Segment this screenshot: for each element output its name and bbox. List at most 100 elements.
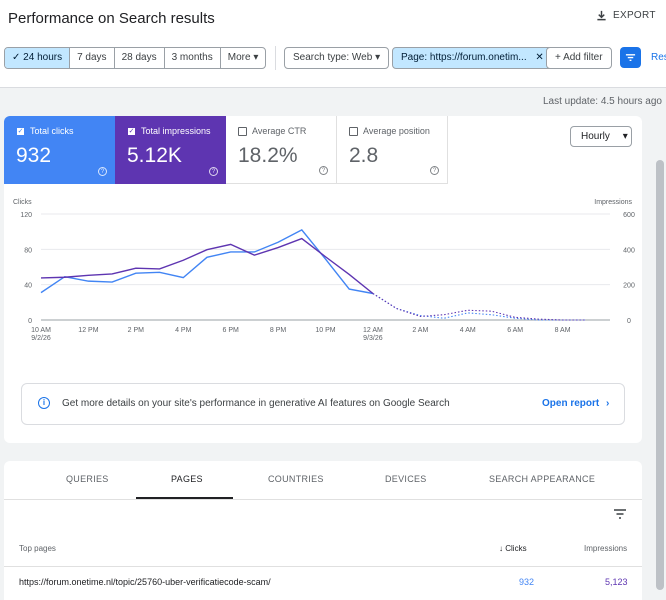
y-left-tick-label: 0 xyxy=(28,318,32,325)
help-icon[interactable]: ? xyxy=(319,166,328,175)
row-clicks: 932 xyxy=(519,577,535,587)
sort-down-icon: ↓ xyxy=(499,544,506,553)
x-tick-label: 8 AM xyxy=(555,327,571,334)
header: Performance on Search results EXPORT xyxy=(0,0,666,36)
performance-card: ✓ Total clicks 932 ? ✓ Total impressions 5… xyxy=(4,116,642,443)
info-icon: i xyxy=(38,397,50,409)
date-range-24h[interactable]: ✓ 24 hours xyxy=(5,48,71,68)
x-tick-label: 12 AM xyxy=(363,327,383,334)
metric-value: 18.2% xyxy=(238,144,298,167)
tab-countries[interactable]: COUNTRIES xyxy=(268,474,324,484)
x-tick-label: 12 PM xyxy=(78,327,98,334)
granularity-select[interactable]: Hourly ▾ xyxy=(570,126,632,147)
search-type-filter[interactable]: Search type: Web ▾ xyxy=(284,47,390,69)
date-range-28d[interactable]: 28 days xyxy=(115,48,165,68)
help-icon[interactable]: ? xyxy=(98,167,107,176)
reset-filters-link[interactable]: Res xyxy=(651,52,666,63)
checkbox-unchecked[interactable] xyxy=(238,126,247,136)
active-tab-indicator xyxy=(136,497,233,499)
row-page-url[interactable]: https://forum.onetime.nl/topic/25760-ube… xyxy=(19,577,271,587)
metric-total-clicks[interactable]: ✓ Total clicks 932 ? xyxy=(4,116,115,184)
dropdown-arrow-icon: ▾ xyxy=(253,52,259,63)
x-tick-date-label: 9/2/26 xyxy=(31,335,51,342)
filter-icon xyxy=(625,54,636,61)
scrollbar[interactable] xyxy=(656,160,664,590)
y-right-tick-label: 400 xyxy=(623,247,635,254)
metric-average-position[interactable]: Average position 2.8 ? xyxy=(337,116,448,184)
open-report-link[interactable]: Open report › xyxy=(542,398,610,409)
divider xyxy=(275,46,276,70)
filter-bar: ✓ 24 hours 7 days 28 days 3 months More … xyxy=(0,36,666,88)
page-title: Performance on Search results xyxy=(8,10,215,27)
tab-pages[interactable]: PAGES xyxy=(171,474,203,484)
metric-label: Total clicks xyxy=(30,126,74,136)
metric-label: Average CTR xyxy=(252,126,307,136)
y-right-tick-label: 0 xyxy=(627,318,631,325)
add-filter-button[interactable]: + Add filter xyxy=(546,47,612,69)
close-icon[interactable]: ✕ xyxy=(535,52,544,63)
x-tick-label: 6 PM xyxy=(222,327,239,334)
column-header-clicks[interactable]: ↓ Clicks xyxy=(499,544,527,553)
dimensions-table-card: QUERIES PAGES COUNTRIES DEVICES SEARCH A… xyxy=(4,461,642,600)
banner-text: Get more details on your site's performa… xyxy=(62,398,450,409)
filter-settings-button[interactable] xyxy=(620,47,641,68)
check-icon: ✓ xyxy=(12,52,24,63)
x-tick-label: 8 PM xyxy=(270,327,287,334)
x-tick-date-label: 9/3/26 xyxy=(363,335,383,342)
series-forecast-line-impressions xyxy=(372,293,587,321)
download-icon xyxy=(597,10,606,21)
x-tick-label: 10 PM xyxy=(315,327,335,334)
filter-rows-icon[interactable] xyxy=(614,509,626,519)
tab-devices[interactable]: DEVICES xyxy=(385,474,427,484)
date-range-selector: ✓ 24 hours 7 days 28 days 3 months More … xyxy=(4,47,267,69)
last-update: Last update: 4.5 hours ago xyxy=(543,96,662,107)
help-icon[interactable]: ? xyxy=(430,166,439,175)
dropdown-arrow-icon: ▾ xyxy=(375,52,381,63)
row-impressions: 5,123 xyxy=(605,577,628,587)
metric-label: Average position xyxy=(363,126,430,136)
export-label: EXPORT xyxy=(613,10,656,21)
y-right-tick-label: 600 xyxy=(623,212,635,219)
export-button[interactable]: EXPORT xyxy=(596,10,656,21)
ai-features-banner: i Get more details on your site's perfor… xyxy=(21,383,625,425)
x-tick-label: 10 AM xyxy=(31,327,51,334)
date-range-more[interactable]: More ▾ xyxy=(227,52,259,63)
chevron-right-icon: › xyxy=(606,398,610,409)
y-left-tick-label: 40 xyxy=(24,283,32,290)
dropdown-arrow-icon: ▾ xyxy=(622,131,628,142)
divider xyxy=(4,499,642,500)
metric-value: 932 xyxy=(16,144,52,167)
checkbox-checked[interactable]: ✓ xyxy=(16,126,25,136)
checkbox-checked[interactable]: ✓ xyxy=(127,126,136,136)
column-header-page: Top pages xyxy=(19,544,56,553)
date-range-3m[interactable]: 3 months xyxy=(165,48,221,68)
y-left-tick-label: 120 xyxy=(20,212,32,219)
metric-total-impressions[interactable]: ✓ Total impressions 5.12K ? xyxy=(115,116,226,184)
x-tick-label: 4 AM xyxy=(460,327,476,334)
tab-search-appearance[interactable]: SEARCH APPEARANCE xyxy=(489,474,596,484)
metric-average-ctr[interactable]: Average CTR 18.2% ? xyxy=(226,116,337,184)
metric-value: 2.8 xyxy=(349,144,379,167)
tab-queries[interactable]: QUERIES xyxy=(66,474,109,484)
series-line-clicks xyxy=(40,229,374,295)
metric-label: Total impressions xyxy=(141,126,211,136)
x-tick-label: 4 PM xyxy=(175,327,192,334)
x-tick-label: 6 AM xyxy=(507,327,523,334)
plus-icon: + xyxy=(555,52,564,63)
y-right-axis-label: Impressions xyxy=(594,199,632,206)
column-header-impressions[interactable]: Impressions xyxy=(584,544,628,553)
y-left-axis-label: Clicks xyxy=(13,199,32,206)
help-icon[interactable]: ? xyxy=(209,167,218,176)
y-left-tick-label: 80 xyxy=(24,247,32,254)
page-filter-chip[interactable]: Page: https://forum.onetim... ✕ xyxy=(392,47,553,69)
date-range-7d[interactable]: 7 days xyxy=(70,48,115,68)
series-line-impressions xyxy=(40,237,374,295)
metric-value: 5.12K xyxy=(127,144,182,167)
x-tick-label: 2 AM xyxy=(412,327,428,334)
series-forecast-line-clicks xyxy=(372,293,587,321)
checkbox-unchecked[interactable] xyxy=(349,126,358,136)
x-tick-label: 2 PM xyxy=(128,327,145,334)
divider xyxy=(4,566,642,567)
y-right-tick-label: 200 xyxy=(623,283,635,290)
